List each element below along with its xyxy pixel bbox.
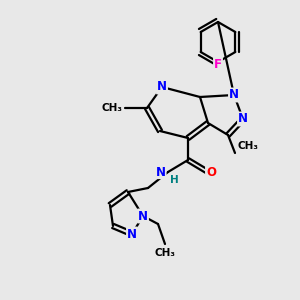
Text: N: N: [156, 166, 166, 178]
Text: CH₃: CH₃: [154, 248, 176, 258]
Text: CH₃: CH₃: [102, 103, 123, 113]
Text: F: F: [214, 58, 222, 70]
Text: N: N: [127, 227, 137, 241]
Text: N: N: [157, 80, 167, 94]
Text: H: H: [169, 175, 178, 185]
Text: O: O: [206, 166, 216, 178]
Text: N: N: [238, 112, 248, 125]
Text: N: N: [229, 88, 239, 101]
Text: N: N: [138, 209, 148, 223]
Text: CH₃: CH₃: [237, 141, 258, 151]
